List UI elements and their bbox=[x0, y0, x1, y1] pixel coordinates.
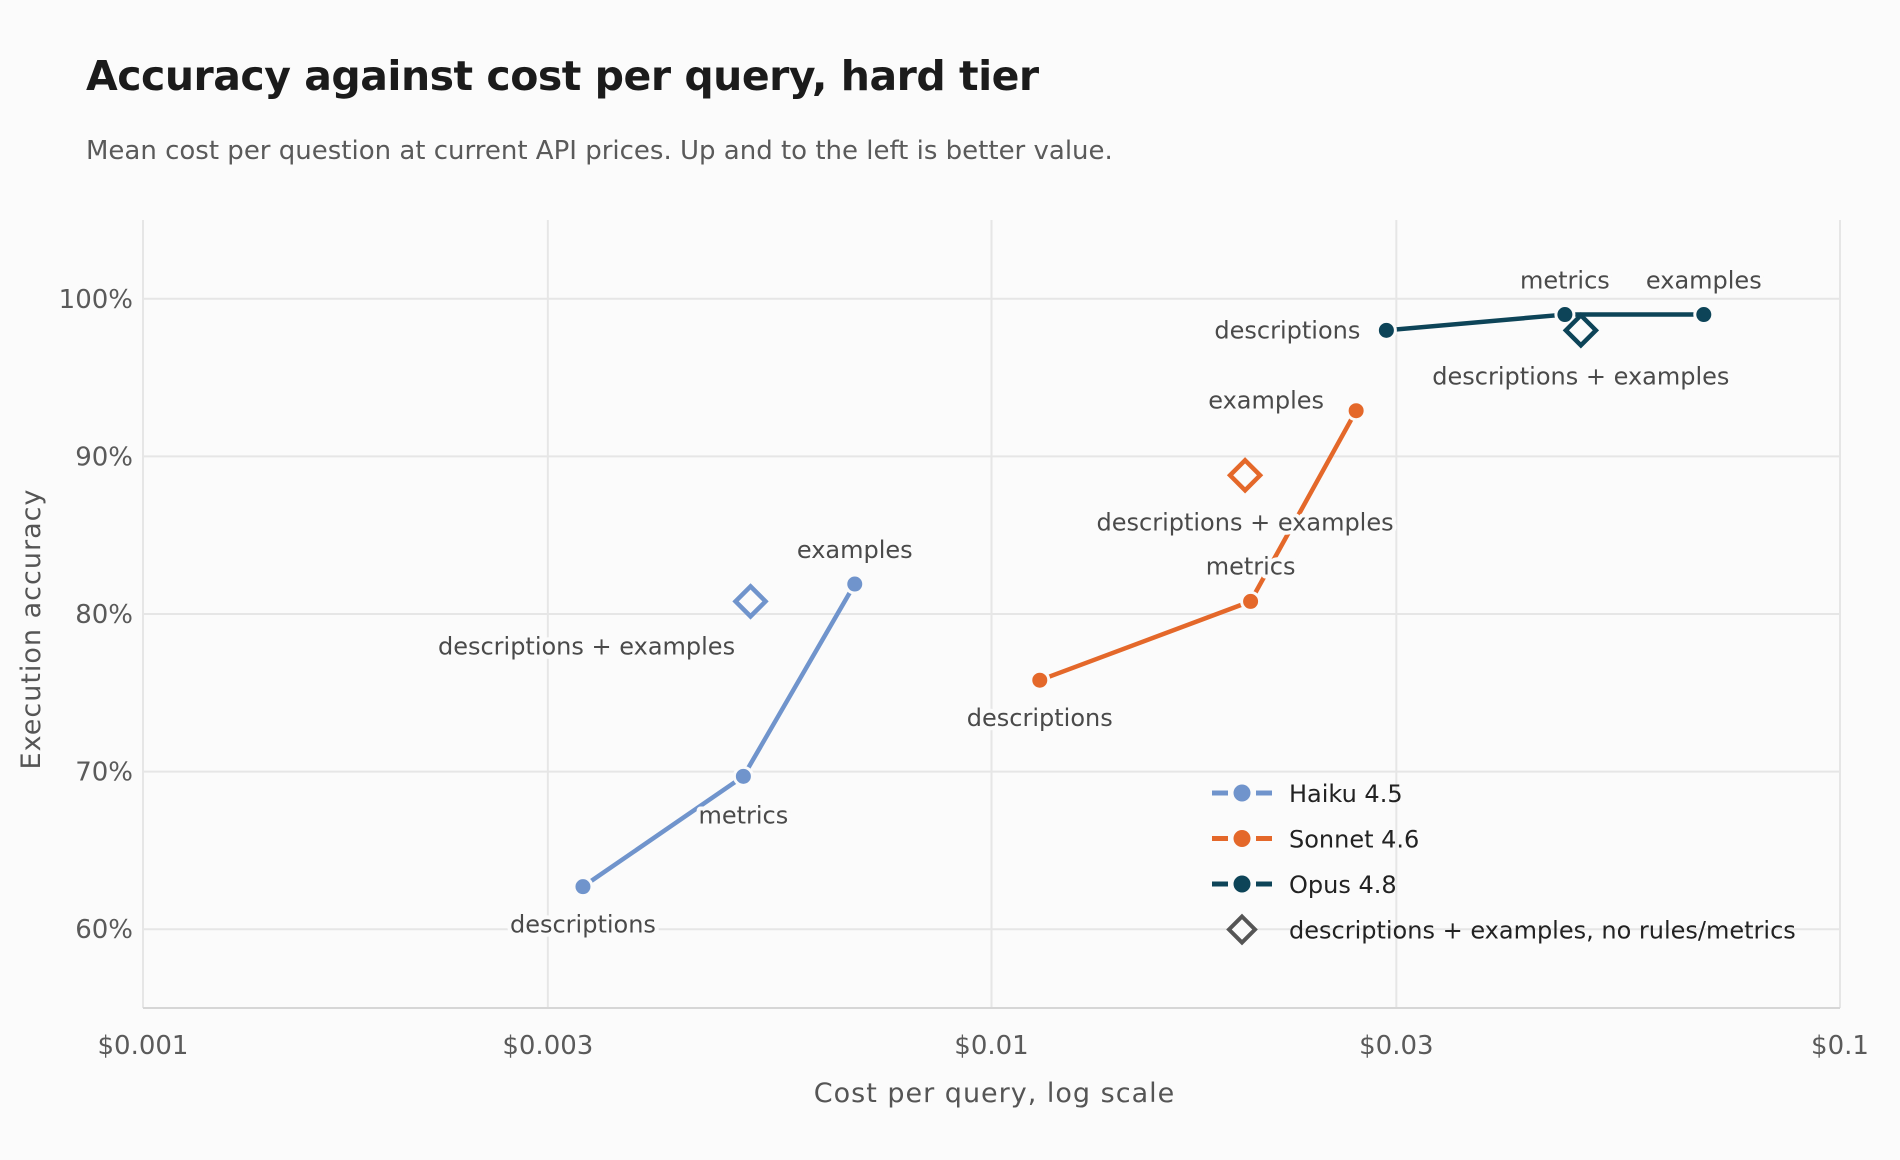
point-label: metrics bbox=[1206, 552, 1296, 580]
axes: $0.001 $0.003 $0.01 $0.03 $0.1 60% 70% 80% 90% 10… bbox=[16, 285, 1869, 1109]
legend-label: descriptions + examples, no rules/metric… bbox=[1289, 917, 1796, 945]
chart-subtitle: Mean cost per question at current API pr… bbox=[86, 136, 1113, 166]
point-label: descriptions bbox=[967, 704, 1113, 732]
diamond-label: descriptions + examples bbox=[1432, 362, 1729, 390]
x-tick-label: $0.1 bbox=[1811, 1031, 1869, 1061]
point-label: metrics bbox=[698, 801, 788, 829]
data-point bbox=[1554, 304, 1576, 326]
y-tick-label: 100% bbox=[59, 285, 133, 315]
grid-lines bbox=[142, 220, 1841, 1008]
point-label: metrics bbox=[1520, 267, 1610, 295]
legend-label: Sonnet 4.6 bbox=[1289, 826, 1419, 854]
x-tick-label: $0.001 bbox=[98, 1031, 189, 1061]
x-tick-label: $0.01 bbox=[954, 1031, 1028, 1061]
data-point bbox=[572, 876, 594, 898]
diamond-marker bbox=[732, 583, 769, 620]
diamond-label: descriptions + examples bbox=[438, 632, 735, 660]
data-point bbox=[1375, 319, 1397, 341]
diamond-marker bbox=[1226, 457, 1264, 494]
y-tick-label: 80% bbox=[75, 600, 133, 630]
point-label: descriptions bbox=[1214, 316, 1360, 344]
x-tick-label: $0.003 bbox=[502, 1031, 593, 1061]
legend-marker bbox=[1233, 875, 1251, 893]
data-points bbox=[572, 304, 1715, 898]
chart-title: Accuracy against cost per query, hard ti… bbox=[86, 52, 1039, 100]
y-tick-label: 60% bbox=[75, 915, 133, 945]
data-point bbox=[844, 573, 866, 595]
point-label: examples bbox=[1208, 387, 1324, 415]
data-point bbox=[1240, 590, 1262, 612]
legend-label: Haiku 4.5 bbox=[1289, 780, 1403, 808]
y-axis-label: Execution accuracy bbox=[16, 489, 47, 770]
point-label: descriptions bbox=[510, 911, 656, 939]
data-point bbox=[1345, 400, 1367, 422]
series-line-2 bbox=[1384, 312, 1707, 333]
y-tick-label: 70% bbox=[75, 758, 133, 788]
legend: Haiku 4.5 Sonnet 4.6 Opus 4.8 descriptions … bbox=[1212, 780, 1796, 946]
x-axis-label: Cost per query, log scale bbox=[814, 1078, 1175, 1109]
data-point bbox=[732, 765, 754, 787]
point-labels: descriptions metrics examples descriptions … bbox=[434, 263, 1766, 943]
x-tick-label: $0.03 bbox=[1359, 1031, 1433, 1061]
series-line-1 bbox=[1037, 408, 1359, 683]
y-tick-label: 90% bbox=[75, 442, 133, 472]
series-line-0 bbox=[580, 581, 858, 889]
point-label: examples bbox=[797, 536, 913, 564]
point-label: examples bbox=[1646, 267, 1762, 295]
legend-label: Opus 4.8 bbox=[1289, 871, 1397, 899]
legend-marker bbox=[1233, 830, 1251, 847]
legend-diamond bbox=[1226, 913, 1258, 946]
data-point bbox=[1029, 669, 1051, 691]
diamond-label: descriptions + examples bbox=[1097, 508, 1394, 536]
data-point bbox=[1693, 304, 1715, 326]
legend-marker bbox=[1233, 784, 1251, 802]
diamond-marker bbox=[1562, 312, 1600, 349]
